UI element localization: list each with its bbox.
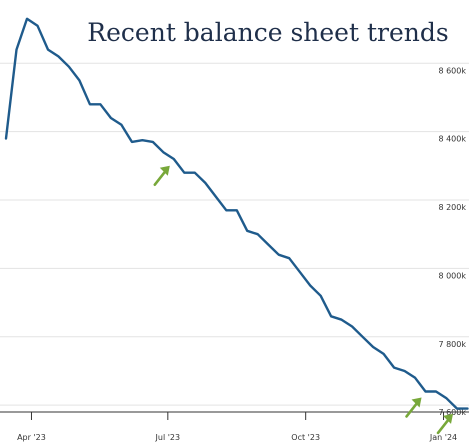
annotation-arrows — [153, 165, 454, 435]
annotation-arrow — [405, 397, 422, 418]
x-tick-label: Jul '23 — [155, 433, 181, 442]
arrow-head — [159, 165, 170, 176]
series-line — [4, 17, 469, 410]
x-tick-label: Oct '23 — [291, 433, 320, 442]
y-tick-label: 8 600k — [438, 66, 466, 75]
arrow-head — [411, 397, 422, 408]
arrow-shaft — [436, 417, 451, 435]
y-tick-label: 8 400k — [438, 135, 466, 144]
y-tick-label: 7 600k — [438, 408, 466, 417]
x-axis-ticks: Apr '23 Jul '23 Oct '23 Jan '24 — [17, 412, 457, 442]
arrow-head — [443, 413, 454, 424]
y-tick-label: 7 800k — [438, 340, 466, 349]
arrow-shaft — [153, 169, 168, 186]
chart-title: Recent balance sheet trends — [87, 18, 448, 47]
annotation-arrow — [153, 165, 170, 186]
annotation-arrow — [436, 413, 454, 435]
y-tick-label: 8 200k — [438, 203, 466, 212]
x-tick-label: Apr '23 — [17, 433, 46, 442]
arrow-shaft — [405, 401, 419, 418]
grid-lines — [0, 62, 469, 406]
y-axis-ticks: 7 600k 7 800k 8 000k 8 200k 8 400k 8 600k — [438, 66, 466, 417]
series-layer — [4, 17, 469, 410]
x-tick-label: Jan '24 — [429, 433, 457, 442]
y-tick-label: 8 000k — [438, 271, 466, 280]
